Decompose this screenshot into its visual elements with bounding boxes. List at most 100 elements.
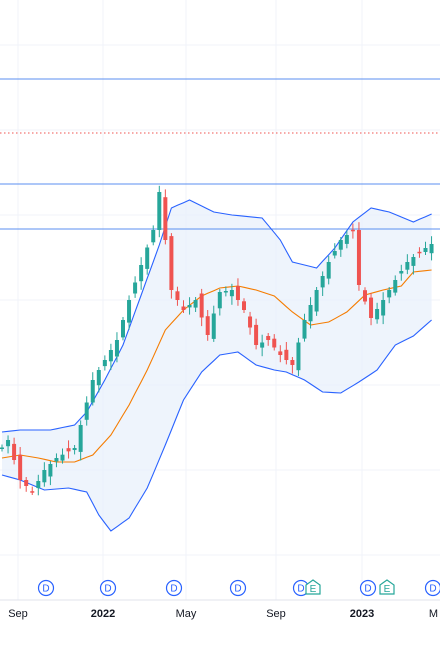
x-tick-label: Sep [8,608,28,620]
candle-body [67,448,71,451]
candle-body [6,440,10,446]
candle-body [381,300,385,316]
candle-body [145,248,149,269]
candle-body [169,236,173,290]
x-tick-label: M [429,608,438,620]
candle-body [430,244,434,253]
candle-body [212,314,216,339]
candle-body [357,230,361,285]
candle-body [254,325,258,345]
marker-label: D [234,584,241,595]
candle-body [36,481,40,488]
candle-body [91,380,95,403]
candle-body [85,403,89,420]
candle-body [115,340,119,357]
candle-body [194,300,198,308]
candle-body [206,316,210,335]
candle-body [97,370,101,385]
candle-body [139,265,143,281]
marker-label: D [297,584,304,595]
marker-label: D [364,584,371,595]
candle-body [18,455,22,480]
candle-body [188,305,192,307]
candle-body [393,280,397,293]
candle-body [79,425,83,452]
candle-body [375,309,379,319]
candle-body [242,301,246,310]
candle-body [109,350,113,361]
candle-body [278,351,282,355]
dividend-marker[interactable]: D [426,581,440,596]
candle-body [54,458,58,461]
candle-body [236,286,240,300]
earnings-marker[interactable]: E [306,580,320,595]
candle-body [42,470,46,482]
candle-body [48,464,52,477]
candle-body [133,283,137,294]
candle-body [73,448,77,450]
candle-body [424,248,428,252]
candle-body [411,257,415,266]
dividend-marker[interactable]: D [361,581,376,596]
candle-body [248,317,252,328]
candle-body [61,455,65,461]
candle-body [405,262,409,270]
candle-body [387,290,391,297]
candle-body [163,197,167,240]
candle-body [30,491,34,493]
candle-body [321,276,325,287]
candle-body [309,305,313,321]
candle-body [315,290,319,312]
dividend-marker[interactable]: D [231,581,246,596]
earnings-marker[interactable]: E [380,580,394,595]
candle-body [290,360,294,365]
marker-label: D [429,584,436,595]
time-axis: Sep 2022 May Sep 2023 M [8,608,438,620]
candle-body [369,298,373,318]
dividend-marker[interactable]: D [167,581,182,596]
candle-body [363,290,367,301]
x-tick-label: 2023 [350,608,374,620]
marker-label: D [170,584,177,595]
marker-label: E [384,584,391,595]
marker-label: E [310,584,317,595]
candle-body [272,339,276,348]
x-tick-label: 2022 [91,608,115,620]
candle-body [266,336,270,340]
candle-body [103,360,107,366]
candle-body [151,230,155,242]
candle-body [175,291,179,300]
marker-label: D [42,584,49,595]
candle-body [24,480,28,486]
bollinger-band-fill [2,200,432,531]
candle-body [417,252,421,254]
candle-body [182,307,186,311]
dividend-marker[interactable]: D [101,581,116,596]
candle-body [0,448,4,450]
candle-body [345,235,349,244]
candle-body [121,320,125,337]
candle-body [303,320,307,339]
candle-body [157,192,161,230]
candle-body [339,240,343,250]
candle-body [218,292,222,308]
candle-body [224,291,228,293]
candle-body [230,290,234,296]
candle-body [399,271,403,274]
candle-body [296,343,300,371]
price-levels [0,79,440,229]
x-tick-label: Sep [266,608,286,620]
candle-body [12,444,16,460]
candle-body [260,343,264,348]
candle-body [351,230,355,232]
candle-body [284,350,288,360]
candle-body [327,262,331,279]
candle-body [200,294,204,318]
marker-label: D [104,584,111,595]
x-tick-label: May [176,608,197,620]
dividend-marker[interactable]: D [39,581,54,596]
candle-body [333,251,337,256]
candle-body [127,300,131,323]
